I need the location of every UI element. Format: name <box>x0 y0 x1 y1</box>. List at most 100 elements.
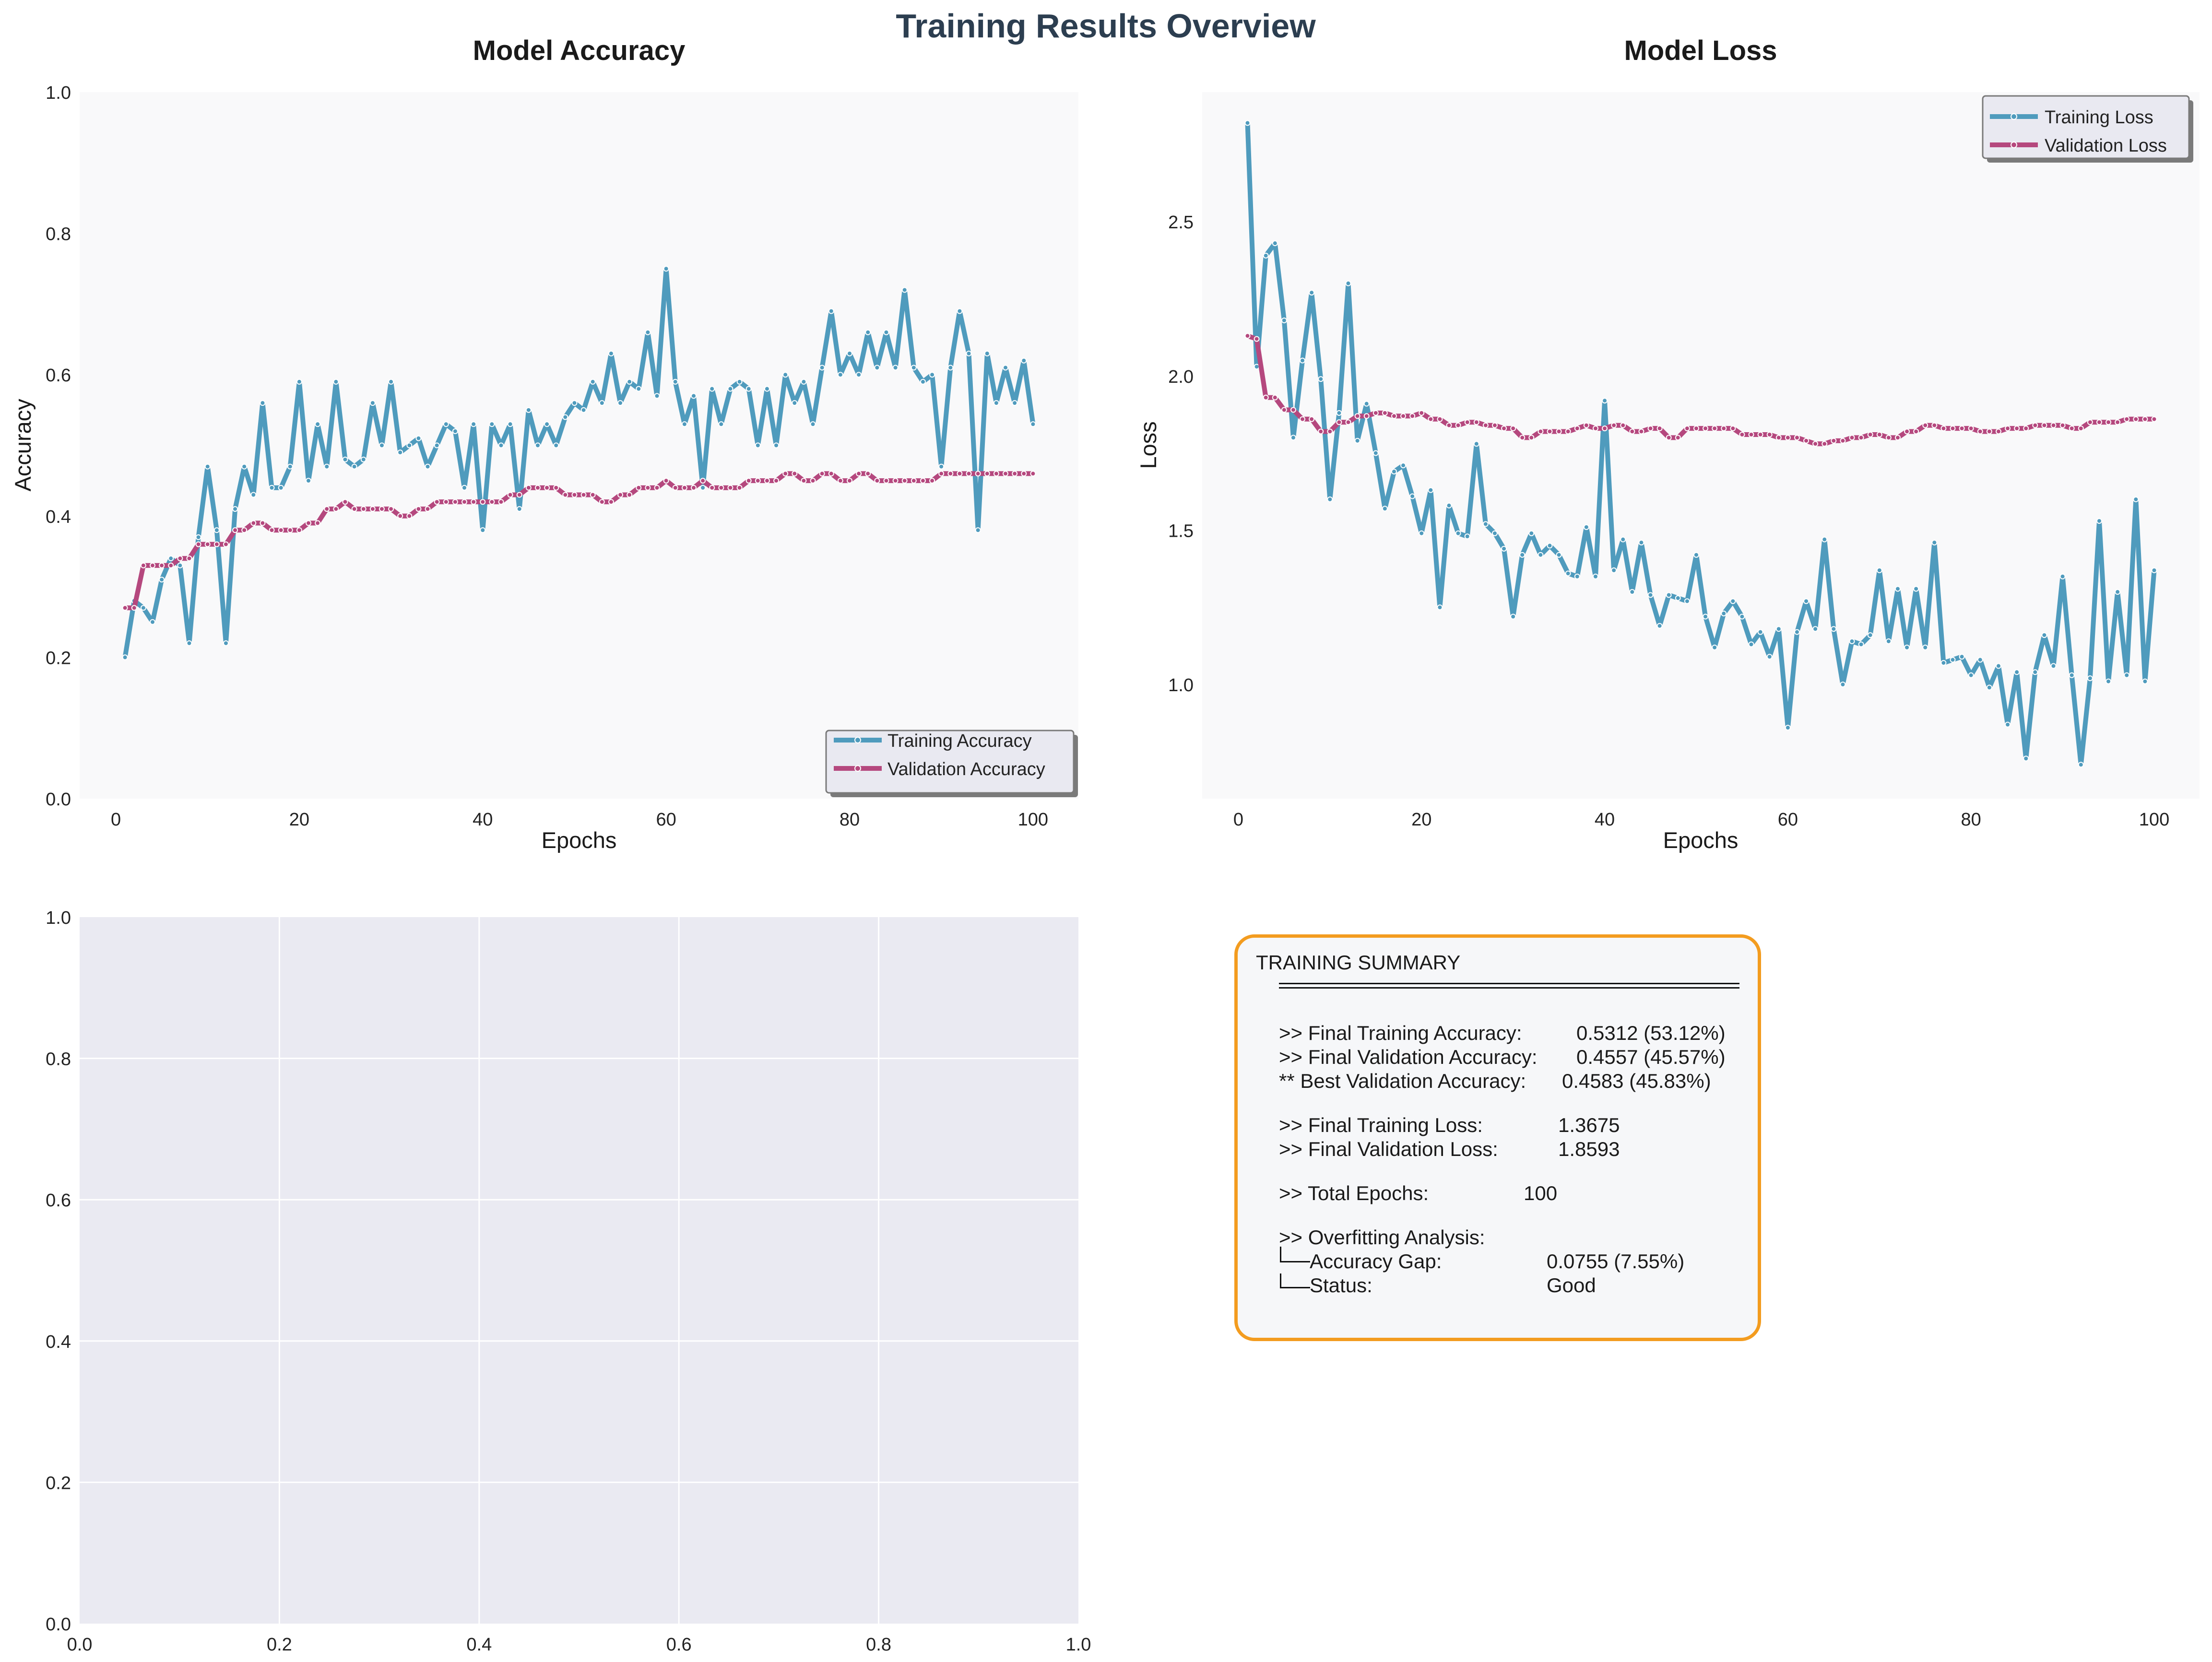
loss-data-point <box>1803 437 1810 444</box>
loss-data-point <box>1602 398 1608 404</box>
accuracy-data-point <box>525 407 532 413</box>
accuracy-data-point <box>755 442 761 448</box>
loss-data-point <box>1766 431 1773 437</box>
loss-data-point <box>2096 419 2102 425</box>
accuracy-chart: Model Accuracy 0.0 0.2 0.4 0.6 0.8 1.0 0 20 40 6… <box>10 35 1078 853</box>
y-tick-label: 0.2 <box>46 1473 71 1493</box>
accuracy-data-point <box>883 329 889 335</box>
loss-data-point <box>1995 428 2001 435</box>
accuracy-data-point <box>571 400 578 406</box>
loss-data-point <box>1482 422 1489 428</box>
loss-data-point <box>2041 422 2047 428</box>
accuracy-data-point <box>947 471 954 477</box>
summary-key: Status: <box>1310 1274 1372 1297</box>
loss-data-point <box>2115 419 2121 425</box>
loss-data-point <box>1968 672 1974 678</box>
loss-data-point <box>1300 357 1306 364</box>
loss-data-point <box>2032 669 2038 675</box>
loss-data-point <box>1995 663 2001 669</box>
loss-data-point <box>1538 552 1544 558</box>
accuracy-data-point <box>159 577 165 583</box>
accuracy-data-point <box>269 527 275 533</box>
accuracy-data-point <box>223 640 229 646</box>
accuracy-data-point <box>360 456 367 462</box>
loss-data-point <box>2096 518 2102 524</box>
loss-data-point <box>1785 435 1791 441</box>
accuracy-data-point <box>1003 365 1009 371</box>
accuracy-data-point <box>213 541 220 547</box>
accuracy-data-point <box>681 421 687 427</box>
training-summary-box: TRAINING SUMMARY >> Final Training Accur… <box>1234 934 1761 1341</box>
loss-data-point <box>1528 530 1535 536</box>
loss-data-point <box>1482 521 1489 527</box>
accuracy-data-point <box>315 421 321 427</box>
accuracy-data-point <box>296 378 302 385</box>
loss-data-point <box>1318 376 1324 382</box>
loss-data-point <box>1446 422 1452 428</box>
summary-row: >> Total Epochs: 100 <box>1256 1181 1739 1205</box>
accuracy-data-point <box>177 555 183 562</box>
loss-data-point <box>1904 428 1910 435</box>
loss-data-point <box>1400 462 1407 469</box>
loss-data-point <box>2005 425 2011 432</box>
accuracy-data-point <box>901 287 908 293</box>
accuracy-data-point <box>406 513 413 519</box>
summary-row: ** Best Validation Accuracy: 0.4583 (45.… <box>1256 1069 1739 1093</box>
loss-data-point <box>1419 530 1425 536</box>
loss-data-point <box>1876 431 1882 437</box>
loss-data-point <box>1831 626 1837 632</box>
loss-data-point <box>1730 598 1736 604</box>
x-tick-label: 20 <box>289 810 309 830</box>
accuracy-y-axis-label: Accuracy <box>10 399 35 492</box>
accuracy-data-point <box>232 527 238 533</box>
loss-data-point <box>1281 317 1287 323</box>
y-tick-label: 0.8 <box>46 1049 71 1070</box>
accuracy-data-point <box>140 562 146 568</box>
legend-validation-accuracy: Validation Accuracy <box>887 759 1045 779</box>
loss-data-point <box>1556 428 1562 435</box>
accuracy-data-point <box>260 520 266 526</box>
x-tick-label: 100 <box>2139 810 2169 830</box>
loss-data-point <box>1858 435 1864 441</box>
x-tick-label: 60 <box>1778 810 1798 830</box>
accuracy-data-point <box>856 372 862 378</box>
empty-chart: 0.0 0.2 0.4 0.6 0.8 1.0 0.0 0.2 0.4 0.6 0.8 1.0 <box>46 908 1091 1655</box>
loss-data-point <box>1501 425 1507 432</box>
accuracy-data-point <box>947 365 954 371</box>
loss-data-point <box>1611 422 1617 428</box>
loss-data-point <box>1400 413 1407 419</box>
accuracy-data-point <box>883 478 889 484</box>
accuracy-data-point <box>580 407 587 413</box>
loss-data-point <box>1940 660 1947 666</box>
accuracy-data-point <box>810 421 816 427</box>
accuracy-data-point <box>241 463 248 470</box>
summary-double-rule <box>1279 983 1739 989</box>
summary-value: 0.4557 (45.57%) <box>1576 1046 1726 1068</box>
accuracy-data-point <box>425 506 431 512</box>
loss-data-point <box>1986 428 1992 435</box>
accuracy-data-point <box>149 562 155 568</box>
loss-chart: Model Loss 1.0 1.5 2.0 2.5 0 20 40 60 80 100 Epo… <box>1136 35 2200 853</box>
accuracy-data-point <box>388 378 394 385</box>
accuracy-data-point <box>764 386 770 392</box>
accuracy-data-point <box>480 499 486 505</box>
accuracy-data-point <box>938 471 945 477</box>
empty-plot-area <box>80 917 1078 1624</box>
accuracy-data-point <box>892 365 899 371</box>
accuracy-data-point <box>736 378 743 385</box>
accuracy-data-point <box>296 527 302 533</box>
loss-data-point <box>1858 641 1864 648</box>
loss-data-point <box>1684 598 1690 604</box>
loss-data-point <box>1922 422 1928 428</box>
loss-data-point <box>1372 410 1379 416</box>
x-tick-label: 0.0 <box>67 1635 93 1655</box>
loss-legend: Training Loss Validation Loss <box>1982 95 2193 163</box>
summary-row: >> Final Training Loss: 1.3675 <box>1256 1113 1739 1137</box>
accuracy-data-point <box>434 499 440 505</box>
loss-plot-area <box>1202 92 2200 799</box>
x-tick-label: 80 <box>840 810 860 830</box>
loss-data-point <box>1840 682 1846 688</box>
accuracy-data-point <box>140 605 146 611</box>
accuracy-data-point <box>177 562 183 568</box>
y-tick-label: 0.2 <box>46 648 71 668</box>
